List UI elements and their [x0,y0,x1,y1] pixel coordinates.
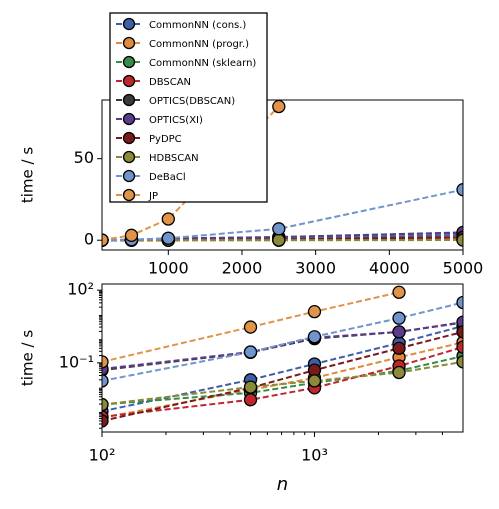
data-point [161,231,175,245]
data-point [272,222,286,236]
legend-label: DBSCAN [149,77,191,88]
data-point [392,325,406,339]
y-axis-label: time / s [19,147,37,203]
series-line [102,346,463,418]
x-axis-label: n [277,474,288,495]
series-line [102,291,400,363]
data-point [456,233,463,247]
x-tick-label: 10³ [301,446,328,465]
data-point [392,311,406,325]
legend-marker [122,131,136,145]
data-point [243,380,258,394]
data-point [307,304,322,319]
data-point [161,212,175,226]
plot-area [102,285,463,428]
axes-frame [101,283,464,433]
legend-label: DeBaCl [149,172,186,183]
data-point [456,183,463,197]
data-point [307,374,322,388]
data-point [124,228,139,242]
legend-marker [122,150,136,164]
legend-label: PyDPC [149,134,182,145]
data-point [243,320,258,334]
legend-label: CommonNN (sklearn) [149,58,256,69]
legend-label: JP [148,191,158,202]
legend-label: OPTICS(DBSCAN) [149,96,235,107]
data-point [456,315,463,329]
legend-marker [122,93,136,107]
legend-marker [122,188,136,202]
data-point [456,340,463,354]
data-point [272,233,286,247]
y-axis-label: time / s [19,330,37,386]
data-point [392,341,406,355]
legend-marker [122,74,136,88]
data-point [102,414,109,428]
y-tick-label: 10² [67,280,94,299]
data-point [392,285,406,299]
axes-frame [101,99,464,251]
data-point [243,345,258,359]
data-point [243,393,258,407]
legend-label: OPTICS(XI) [149,115,203,126]
legend-label: CommonNN (cons.) [149,20,246,31]
data-point [102,233,109,247]
series-line [102,355,463,406]
data-point [102,374,109,388]
data-point [307,330,322,344]
data-point [392,365,406,380]
data-point [102,397,109,412]
x-tick-label: 1000 [148,259,189,278]
series-line [102,321,463,370]
data-point [102,355,109,369]
series-line [102,341,463,419]
x-tick-label: 5000 [443,259,484,278]
data-point [456,355,463,369]
x-tick-label: 2000 [222,259,263,278]
x-tick-label: 3000 [295,259,336,278]
x-tick-label: 4000 [369,259,410,278]
y-tick-label: 50 [74,148,94,167]
legend: CommonNN (cons.) CommonNN (progr.) CommonN… [109,12,268,203]
y-tick-label: 0 [84,230,94,249]
data-point [272,100,286,114]
data-point [456,295,463,310]
legend-label: CommonNN (progr.) [149,39,249,50]
legend-marker [122,36,136,50]
y-tick-label: 10⁻¹ [59,352,94,371]
plot-area [102,100,463,247]
legend-marker [122,169,136,183]
legend-marker [122,112,136,126]
legend-box [109,12,268,203]
x-tick-label: 10² [89,446,116,465]
legend-marker [122,55,136,69]
series-line [102,360,463,406]
legend-label: HDBSCAN [149,153,199,164]
data-point [456,325,463,339]
legend-marker [122,17,136,31]
